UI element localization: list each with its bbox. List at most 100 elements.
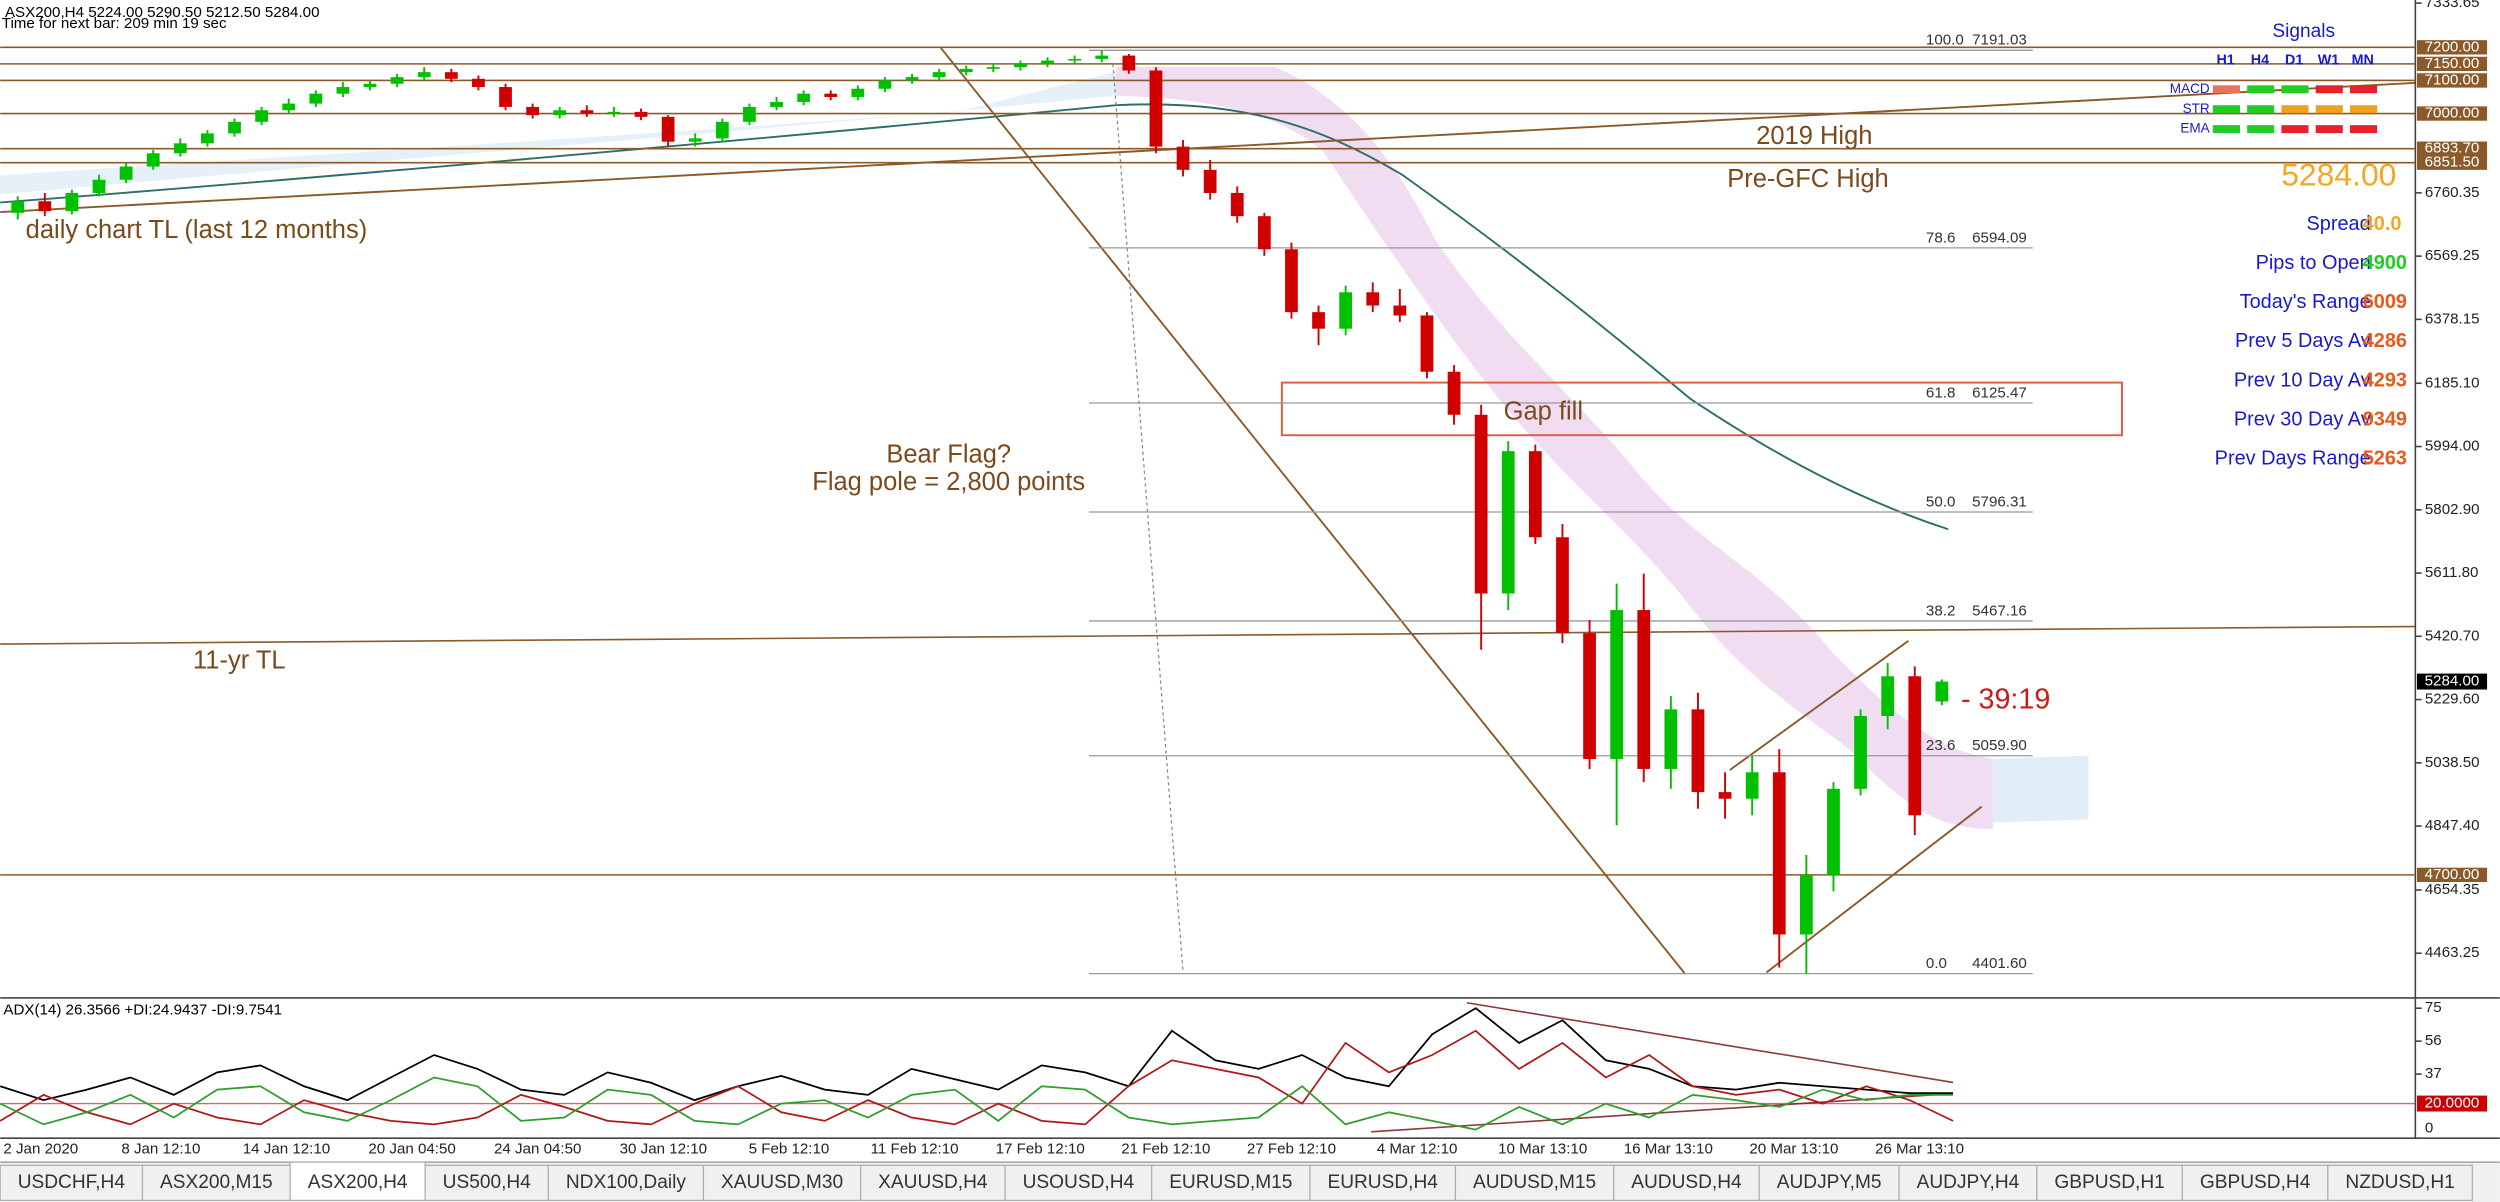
trend-line (0, 81, 2416, 213)
tab-label[interactable]: GBPUSD,H4 (2200, 1172, 2311, 1193)
x-tick-label: 10 Mar 13:10 (1498, 1140, 1587, 1157)
wedge-line (1729, 640, 1909, 771)
signals-title: Signals (2272, 21, 2335, 42)
signal-cell (2349, 105, 2378, 114)
tab[interactable] (1758, 1164, 1900, 1202)
tab[interactable] (141, 1164, 291, 1202)
candle-body (1312, 312, 1325, 329)
signal-cell (2212, 85, 2240, 94)
y-tick-label: 6378.15 (2425, 310, 2480, 327)
trend-line (0, 625, 2416, 645)
signal-cell (2212, 125, 2240, 134)
fib-price: 7191.03 (1972, 32, 2027, 49)
tab[interactable] (1454, 1164, 1615, 1202)
tab-label[interactable]: ASX200,M15 (160, 1172, 273, 1193)
candle-body (526, 106, 540, 116)
stats-value: 40.0 (2363, 213, 2402, 235)
tab-label[interactable]: AUDJPY,H4 (1917, 1172, 2020, 1193)
tab-label[interactable]: US500,H4 (443, 1172, 532, 1193)
stats-label: Prev 30 Day Av (2234, 408, 2371, 430)
signals-column: W1 (2318, 52, 2340, 68)
x-tick-label: 14 Jan 12:10 (243, 1140, 330, 1157)
signals-column: D1 (2285, 52, 2303, 68)
tab-label[interactable]: AUDUSD,H4 (1631, 1172, 1742, 1193)
candle-body (661, 116, 675, 142)
tab[interactable] (1151, 1164, 1311, 1202)
tab[interactable] (702, 1164, 862, 1202)
candle-body (390, 77, 404, 84)
tab[interactable] (2327, 1164, 2473, 1202)
tab-label[interactable]: XAUUSD,H4 (878, 1172, 988, 1193)
x-tick-label: 24 Jan 04:50 (494, 1140, 581, 1157)
stats-label: Prev 5 Days Av (2235, 330, 2371, 352)
candle-body (743, 106, 756, 122)
level-label: 7200.00 (2425, 38, 2480, 55)
chart-subtitle: Time for next bar: 209 min 19 sec (2, 15, 227, 32)
tab[interactable] (424, 1164, 549, 1202)
tab-label[interactable]: NZDUSD,H1 (2345, 1172, 2454, 1193)
x-tick-label: 4 Mar 12:10 (1377, 1140, 1458, 1157)
signal-cell (2281, 105, 2309, 114)
candle-body (1772, 772, 1786, 935)
candle-body (905, 77, 919, 81)
signal-cell (2247, 85, 2275, 94)
candle-body (309, 93, 323, 104)
tab-label[interactable]: AUDUSD,M15 (1473, 1172, 1596, 1193)
stats-label: Pips to Open (2256, 252, 2371, 274)
x-tick-label: 21 Feb 12:10 (1121, 1140, 1210, 1157)
candle-body (201, 133, 214, 144)
level-box (2416, 56, 2488, 72)
tab-label[interactable]: EURUSD,M15 (1169, 1172, 1292, 1193)
tab[interactable] (2181, 1164, 2329, 1202)
candle-body (1122, 55, 1136, 71)
candle-body (770, 101, 783, 107)
y-tick-label: 0 (2425, 1120, 2433, 1137)
signal-cell (2281, 125, 2309, 134)
signals-row-label: EMA (2180, 121, 2210, 136)
fib-level: 100.0 (1926, 32, 1964, 49)
tab[interactable] (1898, 1164, 2038, 1202)
candle-body (580, 110, 594, 114)
level-label: 6851.50 (2425, 154, 2480, 171)
fib-price: 6594.09 (1972, 229, 2027, 246)
signal-cell (2281, 85, 2309, 94)
candle-body (255, 110, 268, 122)
candle-body (363, 83, 377, 88)
tab[interactable] (2036, 1164, 2183, 1202)
tab[interactable] (1309, 1164, 1457, 1202)
tab-label[interactable]: AUDJPY,M5 (1777, 1172, 1882, 1193)
y-tick-label: 5802.90 (2425, 501, 2480, 518)
candle-body (1691, 709, 1705, 793)
signal-cell (2315, 125, 2343, 134)
indicator-line (0, 1076, 1954, 1131)
tab-label[interactable]: USDCHF,H4 (18, 1172, 126, 1193)
signal-cell (2315, 85, 2343, 94)
fib-level: 61.8 (1926, 384, 1955, 401)
tab-label[interactable]: XAUUSD,M30 (721, 1172, 843, 1193)
tab[interactable] (859, 1164, 1006, 1202)
candle-body (715, 121, 729, 139)
tab-label[interactable]: USOUSD,H4 (1023, 1172, 1135, 1193)
level-label: 6893.70 (2425, 140, 2480, 157)
y-tick-label: 56 (2425, 1032, 2442, 1049)
candle-body (1041, 60, 1054, 64)
candle-body (1068, 58, 1082, 61)
tab-label[interactable]: ASX200,H4 (308, 1172, 408, 1193)
tab[interactable] (1004, 1164, 1153, 1202)
stats-label: Spread (2306, 213, 2370, 235)
candle-body (1095, 55, 1109, 59)
fib-level: 78.6 (1926, 229, 1955, 246)
candle-body (1935, 681, 1949, 702)
candle-body (92, 179, 106, 193)
candle-body (1637, 610, 1651, 769)
candle-body (607, 111, 621, 114)
stats-value: 9349 (2363, 408, 2407, 430)
tab-label[interactable]: GBPUSD,H1 (2054, 1172, 2164, 1193)
candle-body (1176, 146, 1190, 170)
x-tick-label: 27 Feb 12:10 (1247, 1140, 1336, 1157)
tab-label[interactable]: NDX100,Daily (566, 1172, 686, 1193)
tab-label[interactable]: EURUSD,H4 (1327, 1172, 1438, 1193)
level-box (2416, 106, 2488, 121)
